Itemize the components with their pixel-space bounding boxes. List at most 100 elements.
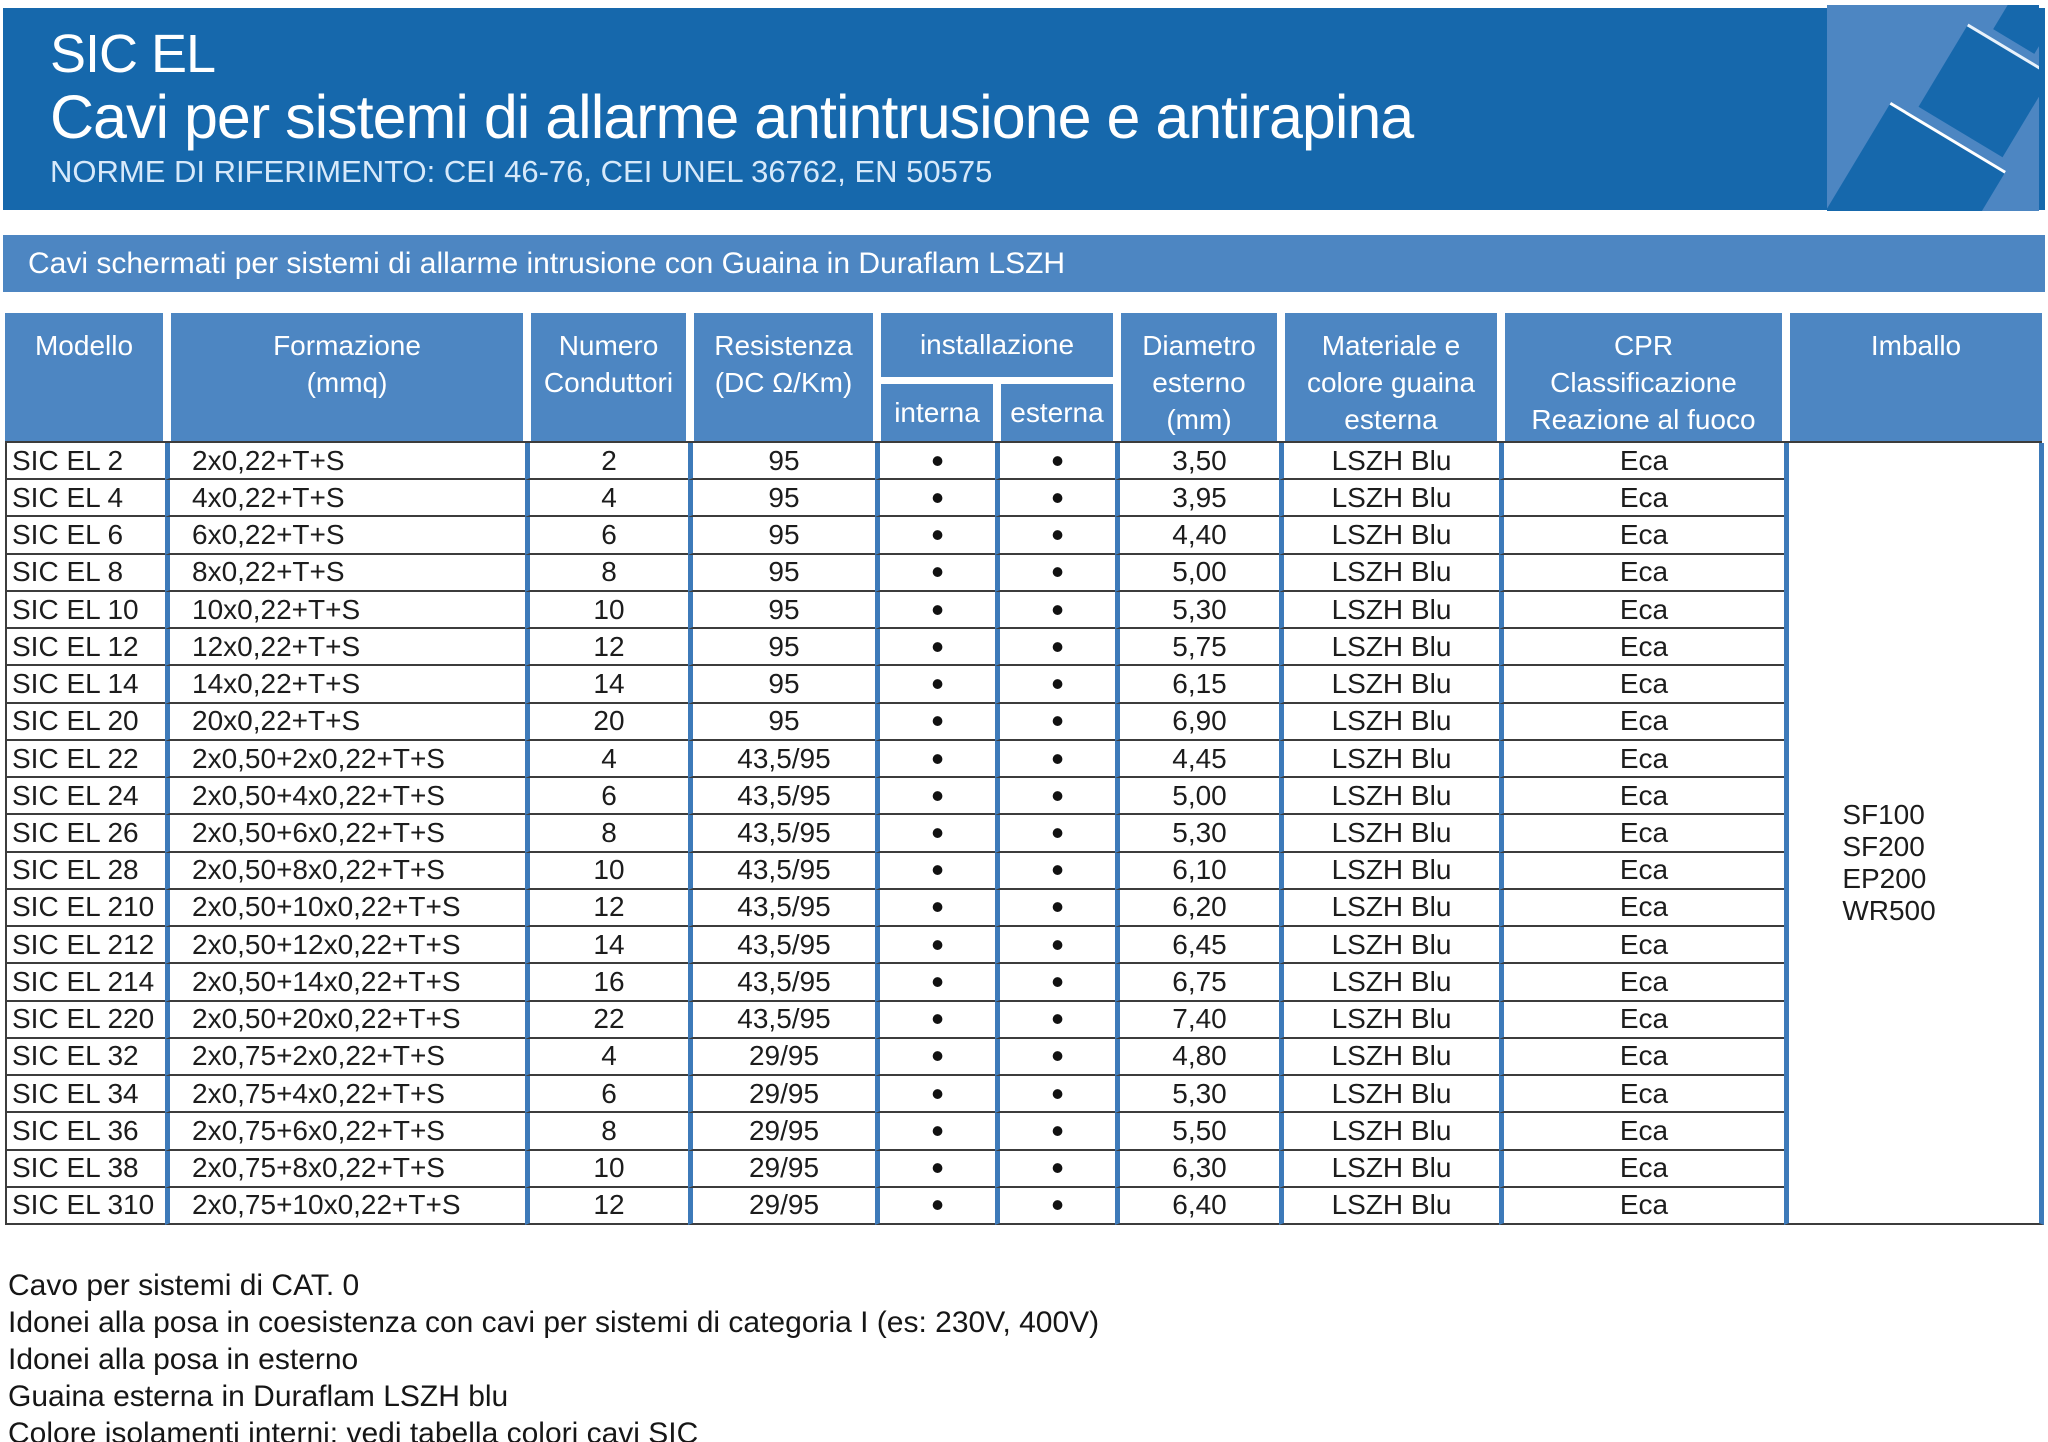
cell-formazione: 6x0,22+T+S <box>165 517 525 555</box>
cell-formazione: 10x0,22+T+S <box>165 591 525 630</box>
cell-modello: SIC EL 212 <box>7 927 165 965</box>
cell-diametro: 5,00 <box>1115 554 1279 592</box>
cell-materiale: LSZH Blu <box>1279 815 1499 853</box>
cell-numero: 8 <box>525 815 688 853</box>
cell-numero: 12 <box>525 889 688 928</box>
cell-modello: SIC EL 24 <box>7 778 165 816</box>
cell-numero: 4 <box>525 1038 688 1077</box>
cell-modello: SIC EL 32 <box>7 1039 165 1077</box>
cell-esterna: • <box>995 1113 1115 1151</box>
table-header: Modello Formazione (mmq) Numero Condutto… <box>5 313 2042 441</box>
col-header-modello: Modello <box>5 313 163 441</box>
installation-dot: • <box>1051 554 1064 592</box>
cell-modello: SIC EL 36 <box>7 1113 165 1151</box>
cell-materiale: LSZH Blu <box>1279 1001 1499 1039</box>
cell-materiale: LSZH Blu <box>1279 1113 1499 1151</box>
cell-modello: SIC EL 220 <box>7 1002 165 1039</box>
cell-resistenza: 29/95 <box>688 1150 875 1188</box>
col-header-materiale: Materiale e colore guaina esterna <box>1277 313 1497 441</box>
cell-modello: SIC EL 2 <box>7 443 165 481</box>
cell-resistenza: 43,5/95 <box>688 889 875 928</box>
cable-illustration <box>1827 5 2039 211</box>
installation-dot: • <box>1051 740 1064 779</box>
installation-dot: • <box>931 629 944 667</box>
cell-esterna: • <box>995 629 1115 667</box>
notes: Cavo per sistemi di CAT. 0 Idonei alla po… <box>8 1267 2048 1442</box>
cell-diametro: 5,30 <box>1115 1076 1279 1114</box>
cell-modello: SIC EL 38 <box>7 1151 165 1188</box>
cell-materiale: LSZH Blu <box>1279 443 1499 481</box>
cell-cpr: Eca <box>1499 703 1784 741</box>
cell-diametro: 3,50 <box>1115 443 1279 481</box>
cell-esterna: • <box>995 815 1115 853</box>
cell-interna: • <box>875 1076 995 1114</box>
cell-resistenza: 29/95 <box>688 1187 875 1225</box>
cell-diametro: 6,45 <box>1115 927 1279 965</box>
cell-numero: 4 <box>525 480 688 518</box>
cell-materiale: LSZH Blu <box>1279 889 1499 928</box>
col-header-cpr: CPR Classificazione Reazione al fuoco <box>1497 313 1782 441</box>
cell-cpr: Eca <box>1499 1001 1784 1039</box>
col-header-interna: interna <box>881 384 993 441</box>
cell-diametro: 6,15 <box>1115 666 1279 704</box>
installation-dot: • <box>931 1001 944 1039</box>
cell-esterna: • <box>995 778 1115 816</box>
cell-esterna: • <box>995 443 1115 481</box>
cell-materiale: LSZH Blu <box>1279 517 1499 555</box>
cell-numero: 12 <box>525 629 688 667</box>
cell-numero: 2 <box>525 443 688 481</box>
cell-interna: • <box>875 517 995 555</box>
cell-interna: • <box>875 964 995 1002</box>
cell-cpr: Eca <box>1499 1076 1784 1114</box>
installation-dot: • <box>1051 480 1064 518</box>
cell-formazione: 2x0,22+T+S <box>165 443 525 481</box>
cell-diametro: 3,95 <box>1115 480 1279 518</box>
cell-resistenza: 29/95 <box>688 1038 875 1077</box>
cell-materiale: LSZH Blu <box>1279 1076 1499 1114</box>
installation-dot: • <box>1051 1150 1064 1188</box>
header-banner: SIC EL Cavi per sistemi di allarme antin… <box>3 5 2045 211</box>
cell-esterna: • <box>995 964 1115 1002</box>
cell-modello: SIC EL 4 <box>7 480 165 518</box>
cell-materiale: LSZH Blu <box>1279 703 1499 741</box>
cell-interna: • <box>875 1001 995 1039</box>
cell-numero: 22 <box>525 1001 688 1039</box>
cell-materiale: LSZH Blu <box>1279 629 1499 667</box>
cell-interna: • <box>875 1187 995 1225</box>
installation-dot: • <box>931 852 944 890</box>
cable-icon <box>1827 5 2039 211</box>
installation-dot: • <box>1051 1001 1064 1039</box>
cell-formazione: 20x0,22+T+S <box>165 703 525 741</box>
cell-modello: SIC EL 14 <box>7 666 165 704</box>
cell-cpr: Eca <box>1499 927 1784 965</box>
cell-materiale: LSZH Blu <box>1279 1038 1499 1077</box>
cell-formazione: 2x0,75+6x0,22+T+S <box>165 1113 525 1151</box>
cell-formazione: 2x0,50+4x0,22+T+S <box>165 778 525 816</box>
col-header-numero-conduttori: Numero Conduttori <box>523 313 686 441</box>
cell-formazione: 2x0,75+2x0,22+T+S <box>165 1038 525 1077</box>
cell-formazione: 2x0,50+14x0,22+T+S <box>165 964 525 1002</box>
cell-materiale: LSZH Blu <box>1279 852 1499 890</box>
cell-modello: SIC EL 20 <box>7 704 165 741</box>
col-header-resistenza: Resistenza (DC Ω/Km) <box>686 313 873 441</box>
installation-dot: • <box>931 666 944 704</box>
cell-cpr: Eca <box>1499 443 1784 481</box>
cell-cpr: Eca <box>1499 666 1784 704</box>
cell-interna: • <box>875 1038 995 1077</box>
installation-dot: • <box>1051 591 1064 630</box>
cell-interna: • <box>875 815 995 853</box>
cell-interna: • <box>875 1113 995 1151</box>
cell-diametro: 4,45 <box>1115 740 1279 779</box>
cell-esterna: • <box>995 1001 1115 1039</box>
cell-cpr: Eca <box>1499 1038 1784 1077</box>
cell-esterna: • <box>995 1150 1115 1188</box>
cell-interna: • <box>875 480 995 518</box>
cell-materiale: LSZH Blu <box>1279 1187 1499 1225</box>
installation-dot: • <box>1051 1113 1064 1151</box>
cell-esterna: • <box>995 703 1115 741</box>
cell-numero: 4 <box>525 740 688 779</box>
installation-dot: • <box>931 1187 944 1225</box>
cell-formazione: 4x0,22+T+S <box>165 480 525 518</box>
cell-formazione: 2x0,50+2x0,22+T+S <box>165 740 525 779</box>
cell-formazione: 2x0,50+20x0,22+T+S <box>165 1001 525 1039</box>
